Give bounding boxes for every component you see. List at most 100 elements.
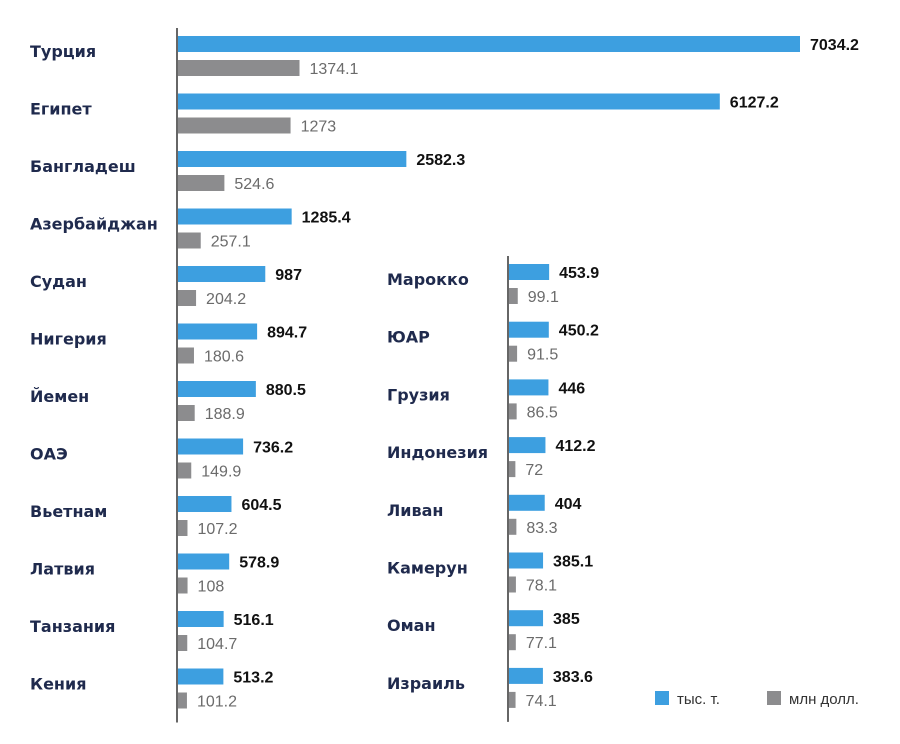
- category-label: Бангладеш: [30, 157, 136, 176]
- value-label-tonnes: 450.2: [559, 323, 599, 340]
- category-label: Нигерия: [30, 330, 107, 349]
- bar-tonnes: [178, 611, 224, 627]
- category-label: Оман: [387, 616, 436, 635]
- category-label: Турция: [30, 42, 96, 61]
- value-label-tonnes: 6127.2: [730, 95, 779, 112]
- bar-tonnes: [509, 379, 549, 396]
- bar-dollars: [178, 117, 291, 134]
- value-label-tonnes: 894.7: [267, 325, 307, 342]
- bar-tonnes: [509, 667, 543, 684]
- bar-tonnes: [178, 36, 800, 52]
- bar-dollars: [178, 175, 225, 191]
- value-label-tonnes: 578.9: [239, 555, 279, 572]
- value-label-dollars: 83.3: [526, 520, 557, 537]
- legend-swatch-dollars: [767, 691, 781, 705]
- bar-dollars: [509, 288, 518, 304]
- value-label-dollars: 108: [198, 579, 225, 596]
- bar-dollars: [509, 634, 516, 651]
- bar-tonnes: [509, 494, 545, 511]
- category-label: Египет: [30, 100, 92, 119]
- bar-dollars: [509, 576, 516, 593]
- value-label-dollars: 1374.1: [310, 61, 359, 78]
- value-label-tonnes: 513.2: [233, 670, 273, 687]
- value-label-dollars: 99.1: [528, 289, 559, 306]
- value-label-tonnes: 7034.2: [810, 37, 859, 54]
- category-label: Судан: [30, 272, 87, 291]
- value-label-dollars: 78.1: [526, 578, 557, 595]
- value-label-dollars: 77.1: [526, 635, 557, 652]
- bar-tonnes: [178, 381, 256, 397]
- category-label: ЮАР: [387, 328, 430, 347]
- legend: тыс. т. млн долл.: [655, 691, 859, 708]
- value-label-tonnes: 880.5: [266, 382, 306, 399]
- value-label-dollars: 72: [525, 462, 543, 479]
- category-label: Латвия: [30, 560, 95, 579]
- value-label-dollars: 204.2: [206, 291, 246, 308]
- bar-tonnes: [509, 437, 546, 454]
- value-label-dollars: 86.5: [527, 404, 558, 421]
- bar-tonnes: [509, 264, 550, 280]
- category-label: Кения: [30, 675, 86, 694]
- category-label: Камерун: [387, 559, 468, 578]
- value-label-dollars: 257.1: [211, 234, 251, 251]
- bar-dollars: [178, 520, 188, 536]
- value-label-tonnes: 412.2: [555, 438, 595, 455]
- bar-tonnes: [178, 93, 720, 110]
- category-label: Вьетнам: [30, 502, 107, 521]
- bar-tonnes: [178, 266, 266, 282]
- bar-dollars: [178, 635, 188, 651]
- bar-dollars: [178, 577, 188, 594]
- bar-dollars: [178, 692, 187, 709]
- legend-label-dollars: млн долл.: [789, 691, 859, 708]
- bar-tonnes: [178, 438, 244, 455]
- bar-tonnes: [178, 151, 407, 167]
- category-label: Танзания: [30, 617, 115, 636]
- category-label: ОАЭ: [30, 445, 68, 464]
- bar-dollars: [509, 345, 518, 362]
- category-label: Индонезия: [387, 443, 488, 462]
- value-label-tonnes: 404: [555, 496, 582, 513]
- bar-dollars: [178, 60, 300, 76]
- value-label-tonnes: 385: [553, 611, 580, 628]
- bar-dollars: [509, 403, 517, 420]
- category-label: Ливан: [387, 501, 443, 520]
- value-label-tonnes: 383.6: [553, 669, 593, 686]
- value-label-dollars: 524.6: [234, 176, 274, 193]
- category-label: Йемен: [30, 387, 89, 406]
- category-label: Азербайджан: [30, 215, 158, 234]
- value-label-dollars: 74.1: [526, 693, 557, 710]
- value-label-tonnes: 516.1: [234, 612, 274, 629]
- category-label: Израиль: [387, 674, 465, 693]
- legend-label-tonnes: тыс. т.: [677, 691, 720, 708]
- value-label-dollars: 91.5: [527, 347, 558, 364]
- value-label-tonnes: 385.1: [553, 554, 593, 571]
- value-label-tonnes: 604.5: [241, 497, 281, 514]
- bar-dollars: [509, 691, 516, 708]
- bar-dollars: [509, 461, 516, 478]
- bar-dollars: [178, 405, 195, 421]
- category-label: Грузия: [387, 385, 450, 404]
- value-label-dollars: 149.9: [201, 464, 241, 481]
- bar-tonnes: [178, 668, 224, 685]
- bar-tonnes: [509, 552, 544, 569]
- value-label-tonnes: 736.2: [253, 440, 293, 457]
- value-label-tonnes: 446: [558, 380, 585, 397]
- bar-tonnes: [509, 321, 549, 338]
- bar-dollars: [509, 518, 517, 535]
- value-label-dollars: 107.2: [197, 521, 237, 538]
- bar-tonnes: [509, 610, 544, 627]
- category-label: Марокко: [387, 270, 469, 289]
- value-label-dollars: 188.9: [205, 406, 245, 423]
- value-label-dollars: 180.6: [204, 349, 244, 366]
- bar-tonnes: [178, 208, 292, 225]
- bar-tonnes: [178, 553, 230, 570]
- legend-swatch-tonnes: [655, 691, 669, 705]
- bar-tonnes: [178, 323, 258, 340]
- bar-dollars: [178, 347, 194, 364]
- value-label-tonnes: 1285.4: [302, 210, 351, 227]
- value-label-tonnes: 987: [275, 267, 302, 284]
- value-label-tonnes: 453.9: [559, 265, 599, 282]
- value-label-tonnes: 2582.3: [416, 152, 465, 169]
- bar-dollars: [178, 290, 197, 306]
